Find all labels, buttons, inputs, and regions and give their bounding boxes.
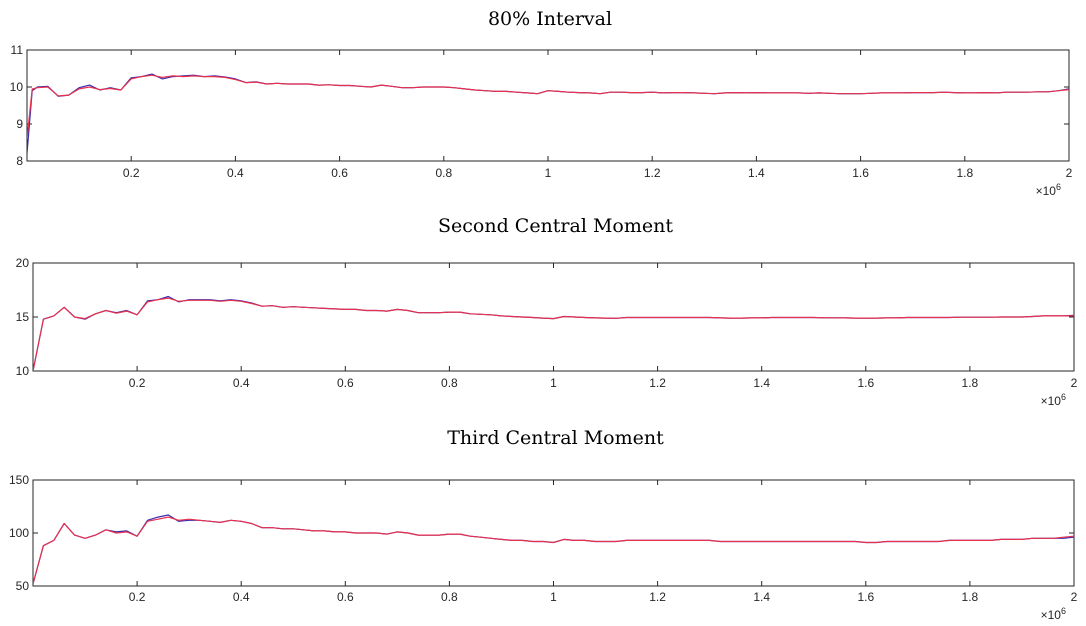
x-tick-label: 1: [545, 166, 552, 180]
x-tick-label: 1.2: [644, 166, 661, 180]
series-line-2: [27, 74, 1069, 139]
x-tick-label: 0.8: [441, 590, 458, 604]
x-exponent-base: ×10: [1036, 184, 1057, 198]
x-tick-label: 1.4: [753, 590, 770, 604]
y-tick-label: 10: [10, 80, 24, 94]
x-exponent-power: 6: [1056, 182, 1061, 192]
x-tick-label: 0.4: [233, 590, 250, 604]
x-exponent-label: ×106: [1041, 606, 1066, 622]
series-line-2: [33, 516, 1074, 585]
x-tick-label: 0.6: [337, 376, 354, 390]
x-tick-label: 1.8: [962, 590, 979, 604]
x-exponent-power: 6: [1061, 606, 1066, 616]
x-tick-label: 0.4: [227, 166, 244, 180]
y-tick-label: 20: [16, 256, 30, 270]
x-tick-label: 1.6: [852, 166, 869, 180]
x-tick-label: 0.8: [441, 376, 458, 390]
plot-area: [26, 49, 1070, 162]
x-tick-label: 2: [1071, 376, 1078, 390]
x-tick-label: 1.6: [857, 590, 874, 604]
y-tick-label: 150: [9, 473, 29, 487]
x-exponent-base: ×10: [1041, 394, 1062, 408]
series-line-2: [33, 297, 1074, 371]
chart-title: Second Central Moment: [438, 215, 673, 237]
x-tick-label: 1.4: [753, 376, 770, 390]
x-exponent-label: ×106: [1036, 182, 1061, 198]
x-tick-label: 1.8: [962, 376, 979, 390]
y-tick-label: 8: [16, 154, 23, 168]
chart-title: Third Central Moment: [447, 427, 664, 449]
y-tick-label: 10: [16, 364, 30, 378]
x-tick-label: 1.4: [748, 166, 765, 180]
chart-panel-1: 80% Interval 0.2 0.4 0.6 0.8 1 1.2 1.4 1.6 1.8 2 8 9…: [10, 8, 1073, 198]
y-tick-label: 50: [16, 579, 30, 593]
x-tick-label: 1.6: [857, 376, 874, 390]
chart-title: 80% Interval: [488, 8, 612, 30]
x-tick-label: 0.6: [331, 166, 348, 180]
chart-panel-3: Third Central Moment 0.2 0.4 0.6 0.8 1 1.2 1.4 1…: [9, 427, 1078, 622]
x-tick-label: 1: [550, 376, 557, 390]
y-tick-label: 11: [11, 43, 24, 57]
x-tick-label: 1.2: [649, 376, 666, 390]
x-tick-label: 2: [1066, 166, 1073, 180]
x-exponent-base: ×10: [1041, 608, 1062, 622]
x-tick-label: 1.8: [956, 166, 973, 180]
x-tick-label: 0.8: [435, 166, 452, 180]
x-exponent-power: 6: [1061, 392, 1066, 402]
plot-area: [32, 262, 1075, 372]
x-tick-label: 2: [1071, 590, 1078, 604]
x-tick-label: 0.2: [129, 590, 146, 604]
x-tick-label: 0.4: [233, 376, 250, 390]
plot-area: [32, 479, 1075, 587]
y-tick-label: 100: [9, 526, 29, 540]
x-tick-label: 0.2: [129, 376, 146, 390]
x-tick-label: 0.6: [337, 590, 354, 604]
x-exponent-label: ×106: [1041, 392, 1066, 408]
x-tick-label: 0.2: [123, 166, 140, 180]
x-tick-label: 1.2: [649, 590, 666, 604]
y-tick-label: 9: [16, 117, 23, 131]
y-tick-label: 15: [16, 310, 30, 324]
chart-panel-2: Second Central Moment 0.2 0.4 0.6 0.8 1 1.2 1.4…: [16, 215, 1078, 408]
x-tick-label: 1: [550, 590, 557, 604]
